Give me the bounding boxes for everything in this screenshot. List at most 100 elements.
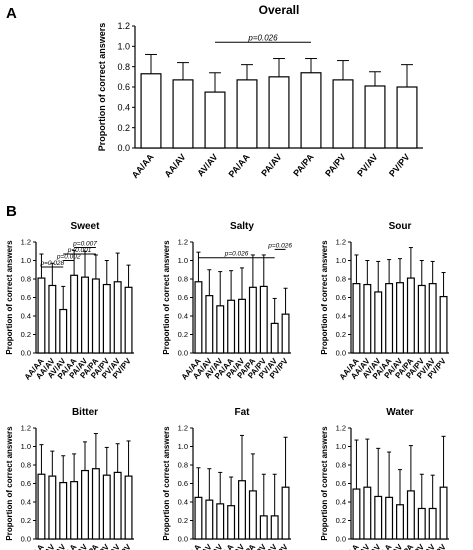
y-tick-label: 1.2	[178, 238, 188, 247]
y-axis-label: Proportion of correct answers	[97, 23, 107, 152]
y-tick-label: 0.0	[21, 535, 31, 544]
bar	[417, 507, 426, 540]
bar	[385, 496, 394, 540]
bar	[396, 504, 404, 540]
bar	[270, 322, 279, 354]
y-tick-label: 0.8	[21, 275, 31, 284]
bar	[102, 474, 111, 540]
chart-title: Fat	[235, 407, 251, 418]
bar	[81, 276, 89, 354]
panel-letter-a: A	[6, 5, 17, 22]
bar	[238, 298, 246, 354]
y-tick-label: 0.8	[336, 461, 346, 470]
bar	[363, 283, 372, 354]
chart-title: Salty	[230, 221, 254, 232]
chart-title: Overall	[259, 3, 300, 17]
y-tick-label: 0.8	[117, 62, 130, 72]
bar	[37, 473, 46, 540]
bar	[205, 499, 214, 540]
bar	[374, 291, 383, 354]
category-label: PV/AV	[415, 542, 437, 550]
bar	[37, 277, 46, 354]
bar	[352, 488, 361, 540]
y-tick-label: 0.4	[336, 498, 346, 507]
y-tick-label: 1.2	[336, 424, 346, 433]
bar	[352, 283, 361, 354]
y-tick-label: 0.6	[117, 82, 130, 92]
bar	[259, 285, 268, 354]
y-tick-label: 0.4	[178, 498, 188, 507]
y-tick-label: 0.6	[178, 479, 188, 488]
bar	[374, 495, 383, 540]
bar	[417, 284, 426, 354]
y-tick-label: 0.6	[21, 479, 31, 488]
y-tick-label: 1.2	[21, 238, 31, 247]
category-label: PA/PA	[78, 542, 100, 550]
category-label: PA/AA	[213, 542, 236, 550]
bar	[227, 505, 236, 540]
y-axis-label: Proportion of correct answers	[320, 240, 329, 355]
y-tick-label: 0.4	[117, 102, 130, 112]
bar	[194, 281, 203, 354]
bar	[204, 91, 226, 149]
category-label: PA/PV	[404, 542, 426, 550]
panel-letter-b: B	[6, 203, 17, 220]
y-tick-label: 1.2	[117, 21, 130, 31]
y-tick-label: 0.4	[21, 498, 31, 507]
bar	[385, 283, 394, 354]
bar	[91, 278, 100, 354]
y-tick-label: 0.2	[117, 123, 130, 133]
category-label: AV/AV	[361, 542, 383, 550]
category-label: PA/PA	[393, 542, 415, 550]
category-label: AA/AV	[34, 542, 57, 550]
y-tick-label: 0.6	[21, 293, 31, 302]
bar	[91, 468, 100, 540]
significance-label: p=0.026	[267, 242, 292, 249]
y-tick-label: 1.2	[336, 238, 346, 247]
bar	[236, 79, 258, 149]
y-tick-label: 0.8	[178, 461, 188, 470]
bar	[59, 308, 68, 354]
y-tick-label: 1.0	[117, 41, 130, 51]
y-tick-label: 0.6	[336, 293, 346, 302]
bar	[48, 475, 57, 540]
y-tick-label: 0.0	[117, 143, 130, 153]
y-axis-label: Proportion of correct answers	[162, 426, 171, 541]
category-label: AV/AV	[46, 542, 68, 550]
y-tick-label: 1.0	[21, 256, 31, 265]
bar	[124, 286, 133, 354]
category-label: PV/PV	[387, 152, 412, 179]
bar	[439, 295, 448, 354]
y-tick-label: 0.0	[178, 535, 188, 544]
bar	[172, 79, 194, 149]
category-label: PA/AA	[371, 542, 394, 550]
y-tick-label: 0.0	[336, 349, 346, 358]
category-label: PA/AV	[259, 152, 283, 178]
significance-label: p=0.026	[247, 33, 278, 42]
chart-title: Sweet	[71, 221, 101, 232]
category-label: PA/PA	[291, 151, 316, 178]
category-label: AA/AA	[130, 151, 156, 180]
bar	[70, 481, 79, 540]
bar	[428, 283, 437, 354]
bar	[238, 480, 246, 540]
y-tick-label: 1.0	[178, 442, 188, 451]
y-tick-label: 0.4	[336, 312, 346, 321]
y-tick-label: 0.2	[336, 330, 346, 339]
bar	[216, 305, 225, 354]
category-label: PA/AV	[67, 542, 89, 550]
y-tick-label: 0.2	[21, 516, 31, 525]
y-axis-label: Proportion of correct answers	[320, 426, 329, 541]
chart-title: Sour	[389, 221, 412, 232]
chart-overall: Overall 0.0 0.2 0.4 0.6 0.8 1.0 1.2 Proportion o…	[97, 3, 423, 180]
bar	[216, 503, 225, 540]
significance-label: p=0.026	[224, 251, 249, 258]
bar	[270, 515, 279, 540]
bar	[81, 469, 89, 540]
category-label: PA/AV	[224, 542, 246, 550]
category-label: PV/PV	[426, 542, 448, 550]
category-label: AV/AV	[195, 152, 219, 178]
category-label: PV/AV	[100, 542, 122, 550]
y-tick-label: 0.0	[336, 535, 346, 544]
bar	[281, 313, 290, 354]
